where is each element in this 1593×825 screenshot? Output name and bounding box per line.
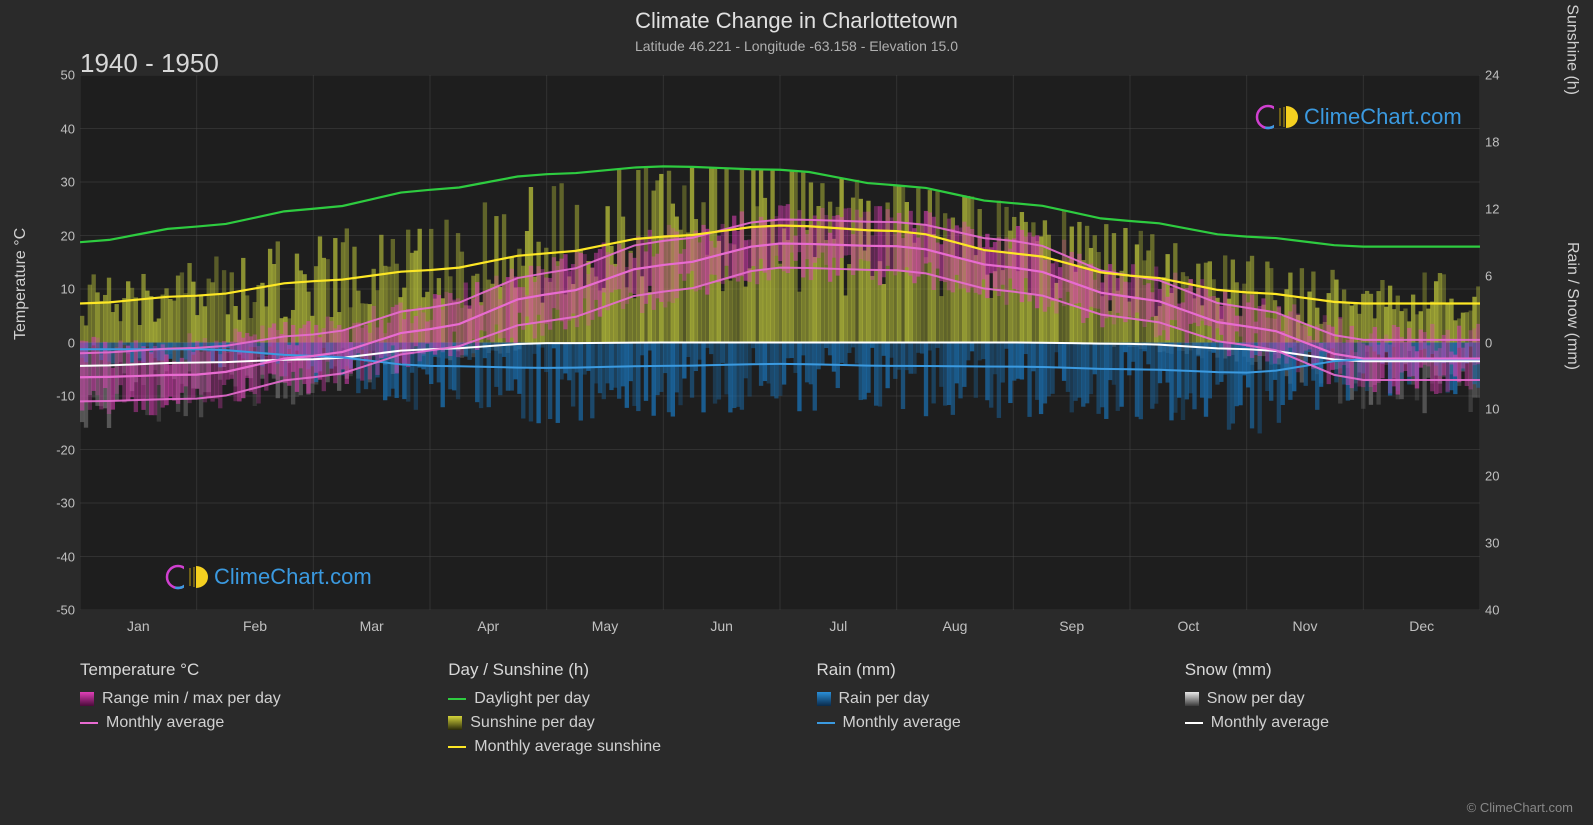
plot-svg: ClimeChart.com ClimeChart.com (80, 75, 1480, 610)
legend-gradient-swatch (448, 716, 462, 730)
legend-header: Rain (mm) (817, 660, 1185, 680)
y-right-tick-label: 20 (1485, 469, 1499, 484)
legend-item: Sunshine per day (448, 714, 816, 732)
chart-subtitle: Latitude 46.221 - Longitude -63.158 - El… (0, 38, 1593, 54)
y-right-tick-label: 6 (1485, 268, 1492, 283)
legend-item-label: Sunshine per day (470, 714, 595, 732)
y-right-tick-label: 40 (1485, 603, 1499, 618)
copyright-text: © ClimeChart.com (1467, 800, 1573, 815)
y-right-tick-label: 12 (1485, 201, 1499, 216)
legend-line-swatch (1185, 722, 1203, 724)
legend-header: Temperature °C (80, 660, 448, 680)
y-right-tick-label: 0 (1485, 335, 1492, 350)
legend-item: Rain per day (817, 690, 1185, 708)
legend-gradient-swatch (1185, 692, 1199, 706)
legend-item: Monthly average (80, 714, 448, 732)
legend-header: Day / Sunshine (h) (448, 660, 816, 680)
legend-gradient-swatch (817, 692, 831, 706)
legend-item: Monthly average sunshine (448, 738, 816, 756)
y-left-tick-label: -40 (40, 549, 75, 564)
legend-item-label: Range min / max per day (102, 690, 281, 708)
y-right-ticks: 0612182410203040 (1485, 75, 1525, 610)
legend-gradient-swatch (80, 692, 94, 706)
svg-text:ClimeChart.com: ClimeChart.com (1304, 104, 1462, 129)
legend-column: Rain (mm) Rain per day Monthly average (817, 660, 1185, 762)
y-right-tick-label: 24 (1485, 68, 1499, 83)
plot-area: ClimeChart.com ClimeChart.com (80, 75, 1480, 610)
legend-item-label: Rain per day (839, 690, 930, 708)
x-tick-label: Sep (1059, 618, 1084, 634)
legend-item-label: Monthly average sunshine (474, 738, 661, 756)
legend: Temperature °C Range min / max per day Mon… (80, 660, 1553, 762)
y-left-tick-label: -50 (40, 603, 75, 618)
y-left-tick-label: 30 (40, 175, 75, 190)
x-axis-labels: Jan Feb Mar Apr May Jun Jul Aug Sep Oct Nov Dec (80, 618, 1480, 638)
x-tick-label: Jun (710, 618, 733, 634)
legend-item: Snow per day (1185, 690, 1553, 708)
legend-item-label: Monthly average (843, 714, 961, 732)
y-right-axis-label-top: Day / Sunshine (h) (1563, 0, 1581, 95)
legend-line-swatch (448, 698, 466, 700)
y-left-tick-label: 40 (40, 121, 75, 136)
legend-item-label: Monthly average (106, 714, 224, 732)
y-left-tick-label: -30 (40, 496, 75, 511)
legend-header: Snow (mm) (1185, 660, 1553, 680)
legend-item: Monthly average (817, 714, 1185, 732)
x-tick-label: Oct (1177, 618, 1199, 634)
x-tick-label: Nov (1293, 618, 1318, 634)
y-left-tick-label: -20 (40, 442, 75, 457)
x-tick-label: Apr (477, 618, 499, 634)
legend-item-label: Snow per day (1207, 690, 1305, 708)
y-left-tick-label: 50 (40, 68, 75, 83)
x-tick-label: Dec (1409, 618, 1434, 634)
x-tick-label: Aug (943, 618, 968, 634)
legend-item-label: Monthly average (1211, 714, 1329, 732)
y-left-axis-label: Temperature °C (12, 228, 30, 340)
y-left-tick-label: -10 (40, 389, 75, 404)
legend-item: Range min / max per day (80, 690, 448, 708)
y-right-axis-label-bottom: Rain / Snow (mm) (1563, 242, 1581, 370)
y-left-tick-label: 20 (40, 228, 75, 243)
brand-logo: ClimeChart.com (167, 564, 372, 589)
legend-column: Snow (mm) Snow per day Monthly average (1185, 660, 1553, 762)
x-tick-label: Feb (243, 618, 267, 634)
chart-title: Climate Change in Charlottetown (0, 8, 1593, 34)
legend-line-swatch (817, 722, 835, 724)
x-tick-label: Jan (127, 618, 150, 634)
brand-logo: ClimeChart.com (1257, 104, 1462, 129)
x-tick-label: May (592, 618, 618, 634)
y-left-tick-label: 0 (40, 335, 75, 350)
y-left-tick-label: 10 (40, 282, 75, 297)
x-tick-label: Mar (360, 618, 384, 634)
legend-line-swatch (448, 746, 466, 748)
svg-text:ClimeChart.com: ClimeChart.com (214, 564, 372, 589)
x-tick-label: Jul (829, 618, 847, 634)
legend-line-swatch (80, 722, 98, 724)
y-right-tick-label: 10 (1485, 402, 1499, 417)
legend-column: Temperature °C Range min / max per day Mon… (80, 660, 448, 762)
legend-item: Monthly average (1185, 714, 1553, 732)
legend-item-label: Daylight per day (474, 690, 590, 708)
y-left-ticks: -50-40-30-20-1001020304050 (40, 75, 75, 610)
y-right-tick-label: 30 (1485, 536, 1499, 551)
legend-column: Day / Sunshine (h) Daylight per day Sunshi… (448, 660, 816, 762)
chart-container: Climate Change in Charlottetown Latitude… (0, 0, 1593, 825)
y-right-tick-label: 18 (1485, 134, 1499, 149)
legend-item: Daylight per day (448, 690, 816, 708)
